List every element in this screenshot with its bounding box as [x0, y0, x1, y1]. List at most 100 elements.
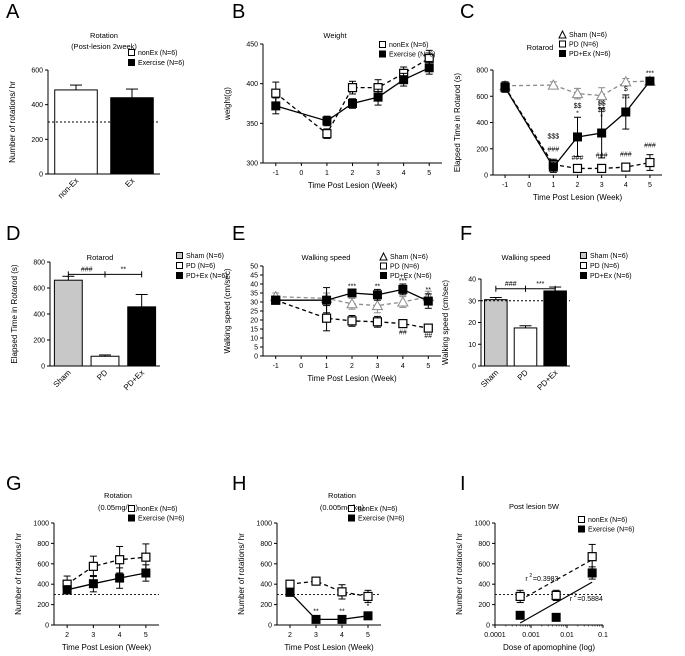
panel-c-x-tick-label: 2	[576, 182, 580, 189]
panel-b-legend-swatch	[379, 50, 386, 58]
panel-c-data-point	[621, 107, 631, 117]
panel-a-y-tick-label: 0	[39, 172, 43, 179]
panel-c-data-point	[595, 89, 608, 101]
panel-b-y-tick-label: 350	[246, 121, 258, 128]
panel-c-y-tick-label: 200	[476, 146, 488, 153]
panel-c-data-point	[573, 132, 582, 142]
panel-i-r-squared-exponent: 2	[574, 593, 577, 599]
panel-d-bar	[90, 355, 120, 367]
panel-f-title: Walking speed	[502, 253, 551, 262]
panel-h-x-tick-label: 5	[366, 632, 370, 639]
panel-b-letter: B	[232, 1, 245, 23]
panel-b-data-point	[347, 83, 358, 93]
panel-d-y-axis-label: Elapsed Time in Rotarod (s)	[10, 264, 19, 363]
panel-f-y-tick-label: 40	[468, 277, 476, 284]
panel-h-data-point	[285, 579, 295, 589]
panel-h-y-tick-label: 600	[260, 561, 272, 568]
panel-c-x-tick-label: 4	[624, 182, 628, 189]
panel-b-data-point	[424, 63, 434, 73]
panel-h-x-tick-label: 2	[288, 632, 292, 639]
panel-d-significance-label: **	[121, 266, 127, 273]
panel-h-y-tick-label: 0	[268, 623, 272, 630]
panel-i-data-point	[551, 590, 561, 601]
panel-h-y-axis-label: Number of rotations/ hr	[237, 533, 246, 615]
panel-a-title: Rotation	[90, 31, 118, 40]
panel-e-x-tick-label: 1	[325, 363, 329, 370]
panel-f-bar	[543, 290, 567, 367]
panel-i-y-tick-label: 200	[478, 602, 490, 609]
panel-g-title: Rotation	[104, 491, 132, 500]
panel-h-legend-label: nonEx (N=6)	[358, 506, 398, 513]
panel-f-x-tick-label: PD	[516, 368, 530, 382]
panel-e-x-tick-label: -1	[273, 363, 279, 370]
panel-c-x-tick-label: 3	[600, 182, 604, 189]
panel-e-y-tick-label: 20	[250, 318, 258, 325]
panel-f-legend-label: PD+Ex (N=6)	[590, 273, 632, 280]
panel-a-legend-swatch	[128, 49, 135, 56]
panel-f-x-tick-label: Sham	[479, 368, 500, 389]
panel-d-x-tick-label: Sham	[52, 368, 73, 389]
panel-e-data-point	[398, 319, 408, 329]
panel-c-data-point	[597, 163, 607, 174]
panel-h-legend-label: Exercise (N=6)	[358, 516, 404, 523]
panel-c-y-tick-label: 400	[476, 120, 488, 127]
panel-b-y-tick-label: 300	[246, 161, 258, 168]
panel-b-x-tick-label: 3	[376, 170, 380, 177]
panel-i-title: Post lesion 5W	[509, 502, 560, 511]
panel-f-legend-swatch	[580, 272, 587, 279]
panel-e-x-tick-label: 5	[426, 363, 430, 370]
panel-a-y-tick-label: 600	[31, 68, 43, 75]
panel-c-series-line	[504, 80, 651, 169]
panel-d-legend-label: Sham (N=6)	[186, 253, 224, 260]
panel-c-data-point	[572, 163, 583, 174]
panel-d-title: Rotarod	[87, 253, 114, 262]
panel-b-data-point	[322, 129, 332, 139]
panel-e-y-tick-label: 25	[250, 309, 258, 316]
panel-g-legend-swatch	[128, 505, 135, 512]
panel-h-data-point	[337, 587, 347, 597]
panel-e-data-point	[372, 290, 382, 300]
panel-c-significance-label: ***	[622, 96, 630, 103]
panel-e-data-point	[398, 284, 408, 294]
panel-h-y-tick-label: 1000	[256, 521, 272, 528]
panel-i-x-tick-label: 0.1	[598, 632, 608, 639]
panel-d-legend-swatch	[176, 272, 183, 279]
panel-b-legend-label: nonEx (N=6)	[389, 42, 429, 49]
panel-g-data-point	[141, 552, 151, 562]
panel-b-x-axis-label: Time Post Lesion (Week)	[308, 181, 398, 190]
panel-i-x-tick-label: 0.01	[560, 632, 574, 639]
panel-e-y-tick-label: 50	[250, 264, 258, 271]
panel-h-data-point	[337, 614, 347, 624]
panel-g-x-tick-label: 5	[144, 632, 148, 639]
panel-d-significance-label: ###	[81, 266, 93, 273]
panel-g-y-tick-label: 800	[37, 541, 49, 548]
panel-g-legend-label: Exercise (N=6)	[138, 516, 184, 523]
panel-i-data-point	[551, 612, 561, 622]
panel-e-data-point	[271, 295, 281, 305]
panel-i-x-tick-label: 0.0001	[484, 632, 506, 639]
panel-g-series-line	[66, 556, 146, 585]
panel-h-letter: H	[232, 473, 246, 495]
panel-g-y-tick-label: 1000	[33, 521, 49, 528]
panel-h-significance-label: **	[339, 608, 345, 615]
panel-c-data-point	[621, 162, 631, 172]
panel-i-data-point	[587, 568, 597, 578]
panel-c-y-tick-label: 0	[484, 173, 488, 180]
panel-e-x-tick-label: 2	[350, 363, 354, 370]
panel-e-data-point	[423, 296, 433, 306]
panel-b-y-tick-label: 450	[246, 42, 258, 49]
panel-e-legend-label: PD+Ex (N=6)	[390, 273, 432, 280]
panel-i-y-axis-label: Number of rotations/ hr	[455, 533, 464, 615]
panel-i-y-tick-label: 0	[486, 623, 490, 630]
panel-h-data-point	[363, 591, 373, 602]
panel-b-data-point	[271, 101, 281, 111]
panel-f-letter: F	[460, 223, 472, 245]
panel-c-significance-label: ###	[596, 152, 608, 159]
panel-c-significance-label: ###	[644, 142, 656, 149]
panel-h-significance-label: *	[367, 604, 370, 611]
panel-e-data-point	[371, 299, 384, 311]
panel-c-data-point	[645, 76, 655, 86]
panel-e-data-point	[372, 317, 383, 327]
panel-i-legend-swatch	[578, 516, 585, 523]
panel-a-legend-swatch	[128, 59, 135, 66]
